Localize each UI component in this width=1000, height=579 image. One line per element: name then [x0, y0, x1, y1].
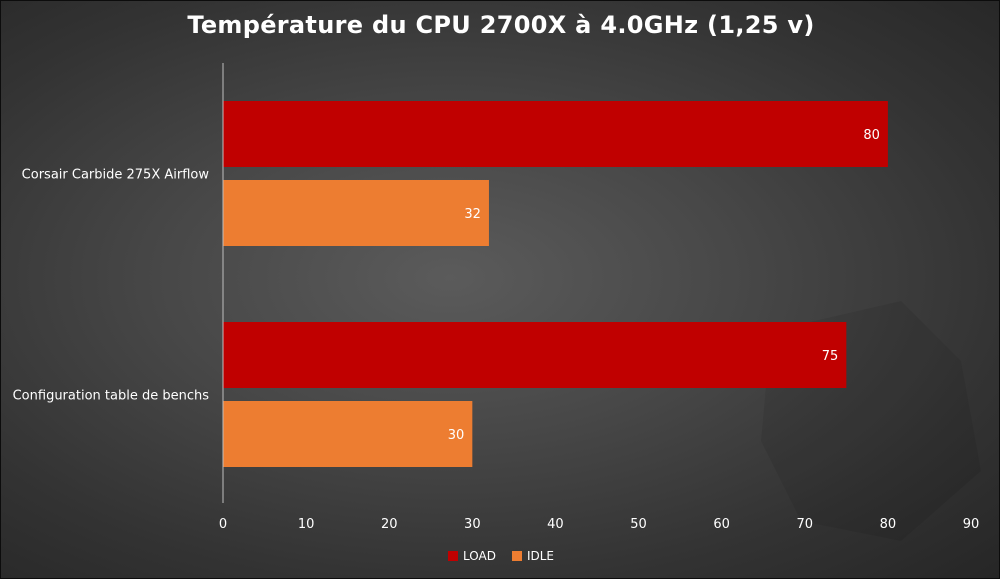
- x-tick-label-9: 90: [963, 517, 980, 532]
- x-tick-label-2: 20: [381, 517, 398, 532]
- category-label-1: Configuration table de benchs: [13, 389, 210, 404]
- chart-title: Température du CPU 2700X à 4.0GHz (1,25 …: [187, 11, 815, 39]
- legend-label-load: LOAD: [463, 549, 496, 563]
- x-tick-label-6: 60: [713, 517, 730, 532]
- legend-item-load: LOAD: [448, 549, 496, 563]
- legend-label-idle: IDLE: [526, 549, 554, 563]
- legend-item-idle: IDLE: [511, 549, 554, 563]
- legend: LOAD IDLE: [1, 549, 999, 563]
- x-tick-label-3: 30: [464, 517, 481, 532]
- category-label-0: Corsair Carbide 275X Airflow: [22, 168, 210, 183]
- data-label-load-0: 80: [863, 128, 880, 143]
- bar-load-0: [223, 101, 888, 167]
- x-tick-label-8: 80: [880, 517, 897, 532]
- x-tick-label-1: 10: [298, 517, 315, 532]
- bar-idle-1: [223, 401, 473, 467]
- bar-idle-0: [223, 180, 489, 246]
- x-tick-label-7: 70: [797, 517, 814, 532]
- data-label-idle-0: 32: [464, 207, 481, 222]
- x-tick-label-4: 40: [547, 517, 564, 532]
- x-tick-label-5: 50: [630, 517, 647, 532]
- data-label-load-1: 75: [822, 349, 839, 364]
- legend-swatch-load: [448, 551, 458, 561]
- x-tick-label-0: 0: [219, 517, 227, 532]
- legend-swatch-idle: [511, 551, 522, 561]
- bar-load-1: [223, 322, 847, 388]
- data-label-idle-1: 30: [448, 428, 465, 443]
